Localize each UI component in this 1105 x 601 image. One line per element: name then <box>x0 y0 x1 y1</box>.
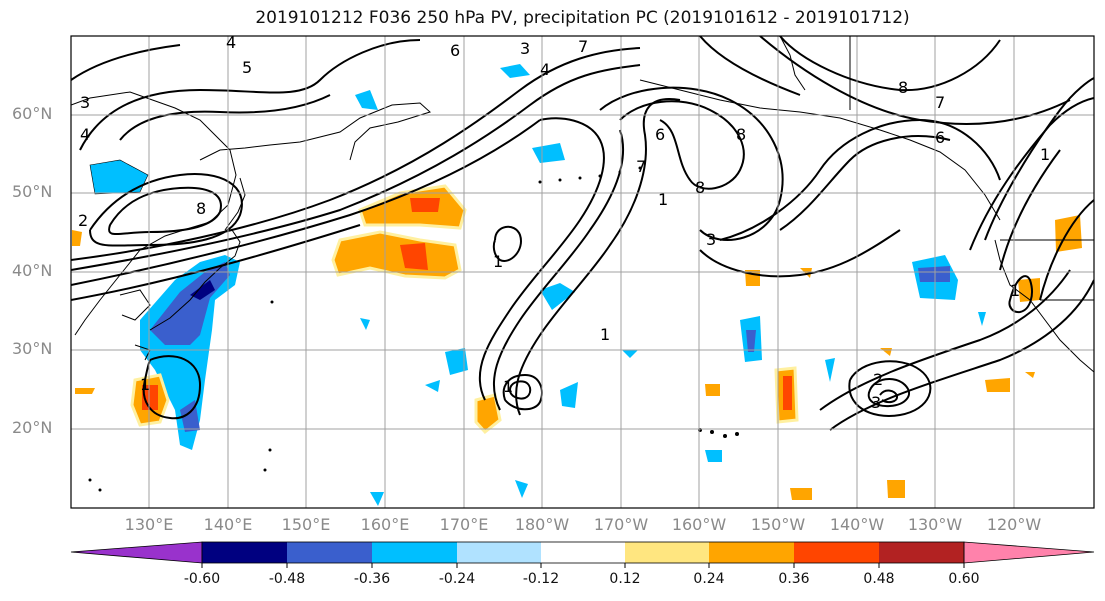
colorbar-segment <box>202 542 287 563</box>
colorbar-tick-label: 0.12 <box>609 571 641 587</box>
map-title: 2019101212 F036 250 hPa PV, precipitatio… <box>255 8 910 28</box>
colorbar-tick-label: 0.24 <box>693 571 725 587</box>
contour-label: 8 <box>898 78 908 97</box>
contour-label: 3 <box>520 39 530 58</box>
map-frame <box>70 35 1095 509</box>
contour-label: 8 <box>736 125 746 144</box>
coastlines <box>71 36 1094 373</box>
contour-label: 3 <box>80 93 90 112</box>
colorbar-segment <box>794 542 879 563</box>
lon-label: 170°W <box>593 515 649 534</box>
contour-label: 7 <box>578 37 588 56</box>
contour-label: 1 <box>493 252 503 271</box>
contour-label: 4 <box>540 60 550 79</box>
contour-label: 6 <box>935 128 945 147</box>
contour-label: 6 <box>655 125 665 144</box>
colorbar-tick-label: 0.48 <box>863 571 895 587</box>
lon-label: 140°E <box>203 515 253 534</box>
colorbar-tick-label: -0.48 <box>268 571 306 587</box>
colorbar-tick-label: -0.24 <box>438 571 476 587</box>
colorbar-segment <box>709 542 794 563</box>
colorbar-tick-label: -0.60 <box>183 571 221 587</box>
lat-label: 30°N <box>12 339 53 358</box>
contour-label: 3 <box>706 230 716 249</box>
precipitation-shading <box>72 64 1082 506</box>
gridlines <box>71 36 1094 508</box>
contour-label: 7 <box>636 157 646 176</box>
contour-labels: 5 6 3 7 3 4 8 2 1 7 6 8 1 3 1 8 7 6 8 1 … <box>78 33 1050 412</box>
contour-label: 8 <box>196 199 206 218</box>
contour-label: 1 <box>1010 281 1020 300</box>
contour-label: 2 <box>873 370 883 389</box>
colorbar-segment <box>541 542 625 563</box>
contour-label: 1 <box>140 375 150 394</box>
colorbar-segment <box>70 541 203 564</box>
contour-label: 4 <box>80 125 90 144</box>
colorbar <box>70 541 1095 568</box>
contour-label: 7 <box>935 93 945 112</box>
lon-label: 140°W <box>829 515 885 534</box>
contour-label: 2 <box>78 211 88 230</box>
colorbar-segment <box>372 542 457 563</box>
contour-label: 3 <box>871 393 881 412</box>
colorbar-tick-label: -0.12 <box>522 571 560 587</box>
contour-label: 5 <box>242 58 252 77</box>
lon-label: 170°E <box>439 515 489 534</box>
colorbar-segment <box>879 542 964 563</box>
lon-label: 180°W <box>514 515 570 534</box>
contour-label: 1 <box>600 325 610 344</box>
contour-label: 6 <box>450 41 460 60</box>
lat-label: 40°N <box>12 261 53 280</box>
contour-label: 8 <box>695 178 705 197</box>
lat-label: 20°N <box>12 418 53 437</box>
colorbar-tick-label: -0.36 <box>353 571 391 587</box>
lon-label: 150°E <box>281 515 331 534</box>
lon-label: 160°E <box>360 515 410 534</box>
lat-label: 60°N <box>12 104 53 123</box>
colorbar-tick-label: 0.36 <box>778 571 810 587</box>
colorbar-segment <box>287 542 372 563</box>
colorbar-segment <box>625 542 709 563</box>
colorbar-segment <box>963 541 1095 564</box>
contour-label: 1 <box>503 377 513 396</box>
colorbar-tick-label: 0.60 <box>948 571 980 587</box>
lat-label: 50°N <box>12 182 53 201</box>
lon-label: 160°W <box>671 515 727 534</box>
contour-label: 4 <box>226 33 236 52</box>
lon-label: 130°W <box>907 515 963 534</box>
contour-label: 1 <box>1040 145 1050 164</box>
colorbar-segment <box>457 542 541 563</box>
contour-label: 1 <box>658 190 668 209</box>
lon-label: 130°E <box>124 515 174 534</box>
pv-contours <box>71 36 1094 431</box>
lon-label: 150°W <box>750 515 806 534</box>
lon-label: 120°W <box>986 515 1042 534</box>
